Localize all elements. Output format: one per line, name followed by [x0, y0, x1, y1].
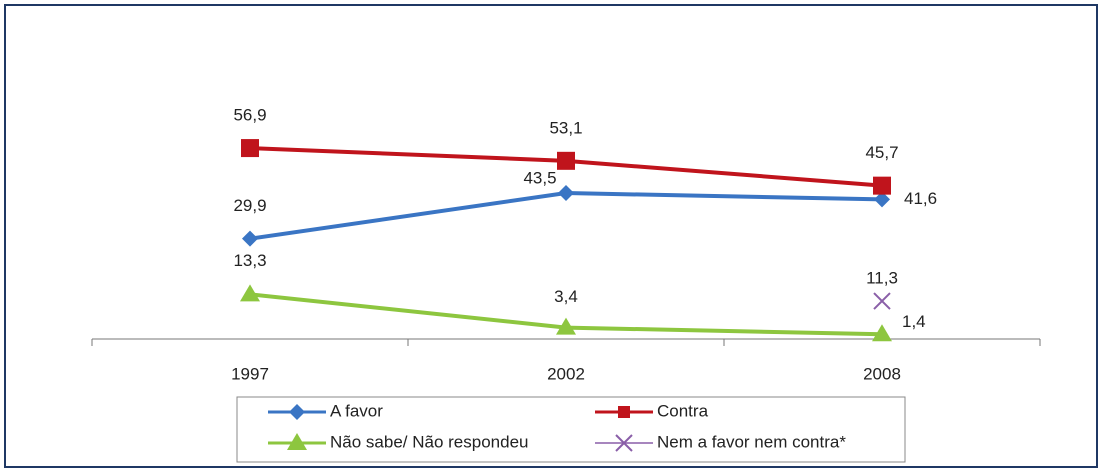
- marker: [873, 176, 891, 195]
- data-label: 3,4: [554, 287, 578, 306]
- data-label: 11,3: [866, 269, 898, 288]
- legend-marker: [618, 406, 630, 418]
- x-tick-label: 2008: [863, 364, 901, 383]
- marker: [241, 139, 259, 158]
- legend-marker: [615, 434, 633, 452]
- legend-label: Nem a favor nem contra*: [657, 432, 846, 451]
- marker: [872, 324, 892, 342]
- data-label: 43,5: [523, 169, 556, 188]
- data-label: 45,7: [865, 143, 898, 162]
- marker: [873, 292, 891, 310]
- x-tick-label: 2002: [547, 364, 585, 383]
- marker: [557, 151, 575, 170]
- legend-box: [236, 396, 906, 463]
- legend-marker: [287, 433, 307, 450]
- data-label: 56,9: [233, 106, 266, 125]
- marker: [874, 191, 890, 208]
- marker: [556, 317, 576, 335]
- marker: [240, 284, 260, 302]
- data-label: 1,4: [902, 312, 926, 331]
- marker: [242, 230, 258, 247]
- legend-label: A favor: [330, 401, 383, 420]
- data-label: 13,3: [233, 251, 266, 270]
- x-tick-label: 1997: [231, 364, 269, 383]
- data-label: 29,9: [233, 196, 266, 215]
- legend-label: Contra: [657, 401, 709, 420]
- data-label: 41,6: [904, 189, 937, 208]
- legend-marker: [289, 404, 305, 420]
- chart-frame: [4, 4, 1098, 468]
- legend-label: Não sabe/ Não respondeu: [330, 432, 528, 451]
- data-label: 53,1: [549, 118, 582, 137]
- marker: [558, 185, 574, 202]
